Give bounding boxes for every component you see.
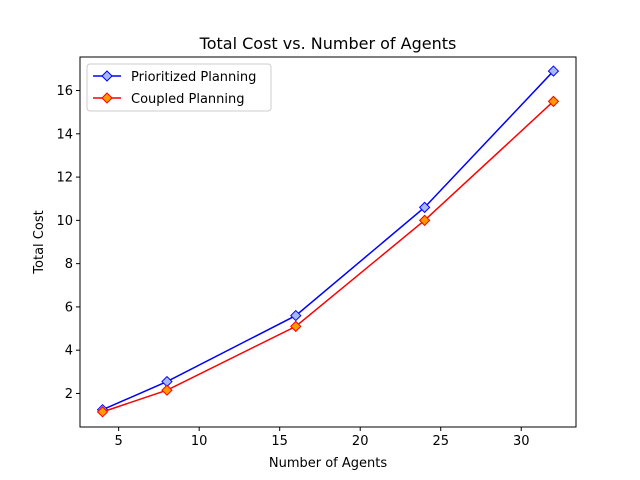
x-tick-label: 15	[271, 434, 288, 449]
data-point-coupled-planning	[547, 95, 560, 108]
axis-ticks: 5 10 15 20 25 30 2 4 6 8 10 12 14 16	[56, 84, 529, 449]
y-tick-label: 10	[56, 214, 73, 229]
x-tick-label: 10	[191, 434, 208, 449]
data-point-coupled-planning	[161, 384, 173, 396]
chart-title: Total Cost vs. Number of Agents	[199, 34, 457, 53]
data-point-coupled-planning	[418, 214, 431, 227]
y-tick-label: 12	[56, 171, 73, 186]
legend-marker-prioritized-planning	[101, 70, 113, 82]
legend-box	[86, 63, 272, 112]
y-tick-label: 2	[65, 387, 73, 402]
data-point-prioritized-planning	[418, 201, 431, 214]
data-point-prioritized-planning	[547, 65, 560, 77]
plot-area	[96, 65, 560, 418]
data-point-coupled-planning	[96, 406, 109, 418]
y-tick-label: 4	[65, 344, 73, 359]
legend-label-prioritized-planning: Prioritized Planning	[131, 70, 256, 85]
data-point-prioritized-planning	[290, 309, 302, 322]
legend-marker-coupled-planning	[101, 92, 113, 104]
x-tick-label: 5	[115, 434, 123, 449]
y-axis-label: Total Cost	[32, 210, 47, 274]
x-axis-label: Number of Agents	[269, 456, 387, 471]
axes-frame	[79, 56, 577, 428]
x-tick-label: 25	[432, 434, 449, 449]
y-tick-label: 6	[65, 300, 73, 315]
x-tick-label: 30	[513, 434, 530, 449]
y-tick-label: 8	[65, 257, 73, 272]
legend-label-coupled-planning: Coupled Planning	[131, 92, 245, 107]
data-point-coupled-planning	[290, 320, 302, 333]
legend: Prioritized Planning Coupled Planning	[86, 63, 272, 112]
y-tick-label: 14	[56, 127, 73, 142]
y-tick-label: 16	[56, 84, 73, 99]
x-tick-label: 20	[352, 434, 369, 449]
